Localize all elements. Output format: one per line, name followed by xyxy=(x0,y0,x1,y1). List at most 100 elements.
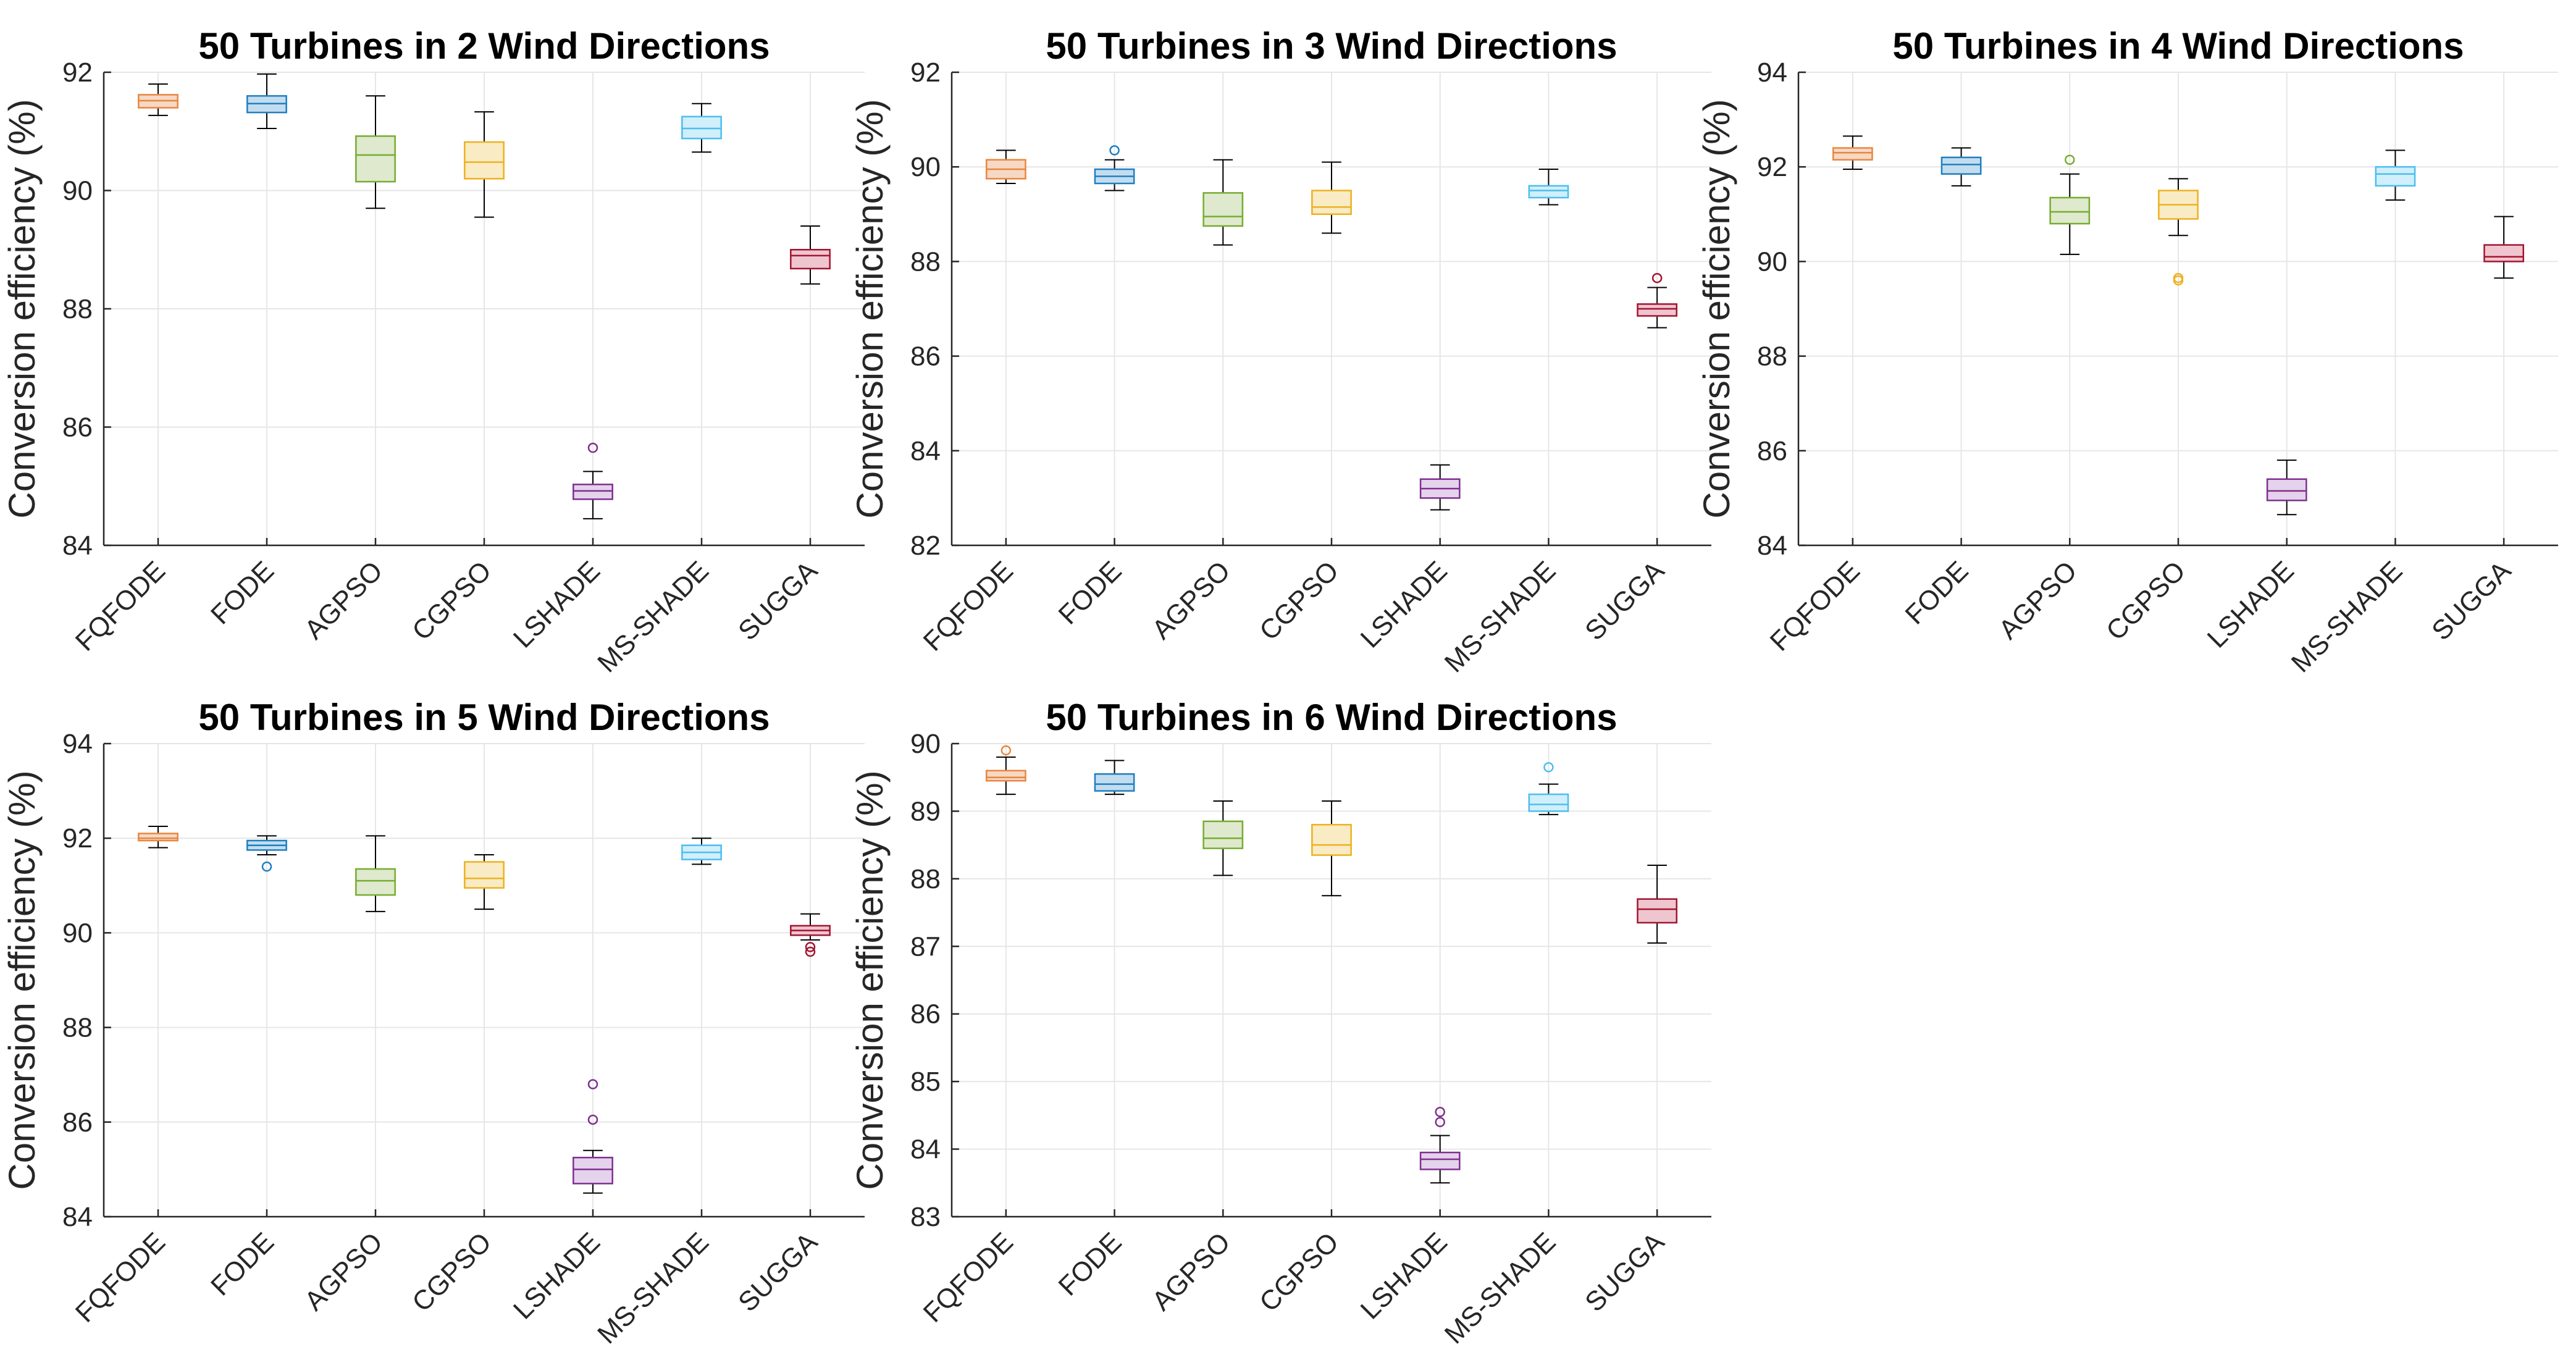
y-axis-label: Conversion efficiency (%) xyxy=(849,99,891,518)
box-iqr xyxy=(1202,192,1244,227)
y-tick-label: 86 xyxy=(62,413,93,443)
y-tick-label: 94 xyxy=(62,729,93,759)
box-iqr xyxy=(1528,185,1569,199)
box-fqfode xyxy=(1832,135,1873,170)
y-tick-label: 92 xyxy=(1757,152,1787,182)
box-fode xyxy=(246,73,287,129)
y-tick-label: 92 xyxy=(62,823,93,854)
box-iqr xyxy=(1094,773,1135,792)
box-iqr xyxy=(1528,793,1569,812)
y-tick-label: 88 xyxy=(910,246,941,277)
outlier-point xyxy=(1001,745,1012,756)
y-axis-label: Conversion efficiency (%) xyxy=(1,99,43,518)
box-fqfode xyxy=(138,83,178,116)
box-fode xyxy=(1940,147,1982,187)
box-sugga xyxy=(790,225,831,285)
box-fode xyxy=(246,835,287,872)
box-iqr xyxy=(464,861,505,889)
y-tick-label: 86 xyxy=(62,1107,93,1138)
box-ms-shade xyxy=(2375,149,2416,201)
box-agpso xyxy=(2049,154,2091,255)
box-iqr xyxy=(1202,820,1244,849)
outlier-point xyxy=(2065,154,2075,165)
box-sugga xyxy=(1637,272,1678,329)
box-iqr xyxy=(2375,166,2416,187)
box-ms-shade xyxy=(681,103,722,153)
gridlines xyxy=(1798,72,2558,546)
y-tick-label: 88 xyxy=(1757,342,1787,372)
y-tick-label: 86 xyxy=(910,999,941,1030)
box-iqr xyxy=(1637,303,1678,317)
outlier-point xyxy=(2173,275,2184,286)
outlier-point xyxy=(1109,145,1120,156)
box-iqr xyxy=(681,115,722,140)
outlier-point xyxy=(1435,1107,1445,1117)
box-iqr xyxy=(1637,898,1678,924)
y-tick-label: 92 xyxy=(910,57,941,88)
chart-title: 50 Turbines in 2 Wind Directions xyxy=(198,25,770,67)
box-ms-shade xyxy=(1528,169,1569,206)
outlier-point xyxy=(587,1114,598,1125)
box-iqr xyxy=(355,135,396,183)
y-tick-label: 84 xyxy=(62,531,93,561)
y-tick-label: 83 xyxy=(910,1202,941,1232)
y-tick-label: 89 xyxy=(910,796,941,826)
y-tick-label: 84 xyxy=(62,1202,93,1232)
box-ms-shade xyxy=(1528,762,1569,815)
box-fqfode xyxy=(985,745,1026,795)
box-iqr xyxy=(2483,244,2525,262)
y-tick-label: 86 xyxy=(1757,436,1787,466)
y-tick-label: 88 xyxy=(910,864,941,894)
gridlines xyxy=(104,72,865,546)
box-sugga xyxy=(790,913,831,957)
box-iqr xyxy=(1940,156,1982,175)
outlier-point xyxy=(587,1079,598,1089)
y-tick-label: 90 xyxy=(1757,246,1787,277)
box-iqr xyxy=(1311,824,1352,856)
box-cgpso xyxy=(1311,161,1352,234)
box-fqfode xyxy=(985,149,1026,185)
y-tick-label: 82 xyxy=(910,531,941,561)
y-tick-label: 87 xyxy=(910,931,941,962)
outlier-point xyxy=(261,861,272,872)
box-iqr xyxy=(2266,478,2307,501)
box-agpso xyxy=(355,835,396,912)
box-iqr xyxy=(790,249,831,270)
chart-title: 50 Turbines in 3 Wind Directions xyxy=(1046,25,1617,67)
box-iqr xyxy=(138,833,178,842)
chart-title: 50 Turbines in 5 Wind Directions xyxy=(198,697,770,738)
y-axis-label: Conversion efficiency (%) xyxy=(849,770,891,1190)
box-cgpso xyxy=(2158,178,2199,286)
y-tick-label: 88 xyxy=(62,1013,93,1043)
outlier-point xyxy=(805,946,816,957)
box-agpso xyxy=(1202,800,1244,876)
box-lshade xyxy=(1419,464,1461,511)
box-lshade xyxy=(2266,459,2307,516)
box-ms-shade xyxy=(681,837,722,865)
y-tick-label: 92 xyxy=(62,57,93,88)
box-cgpso xyxy=(464,111,505,218)
y-tick-label: 90 xyxy=(62,918,93,948)
y-tick-label: 86 xyxy=(910,342,941,372)
y-tick-label: 85 xyxy=(910,1067,941,1097)
box-iqr xyxy=(1832,147,1873,161)
box-lshade xyxy=(1419,1107,1461,1184)
y-tick-label: 84 xyxy=(910,436,941,466)
y-axis-label: Conversion efficiency (%) xyxy=(1696,99,1737,518)
box-fqfode xyxy=(138,826,178,849)
y-tick-label: 94 xyxy=(1757,57,1787,88)
box-iqr xyxy=(464,141,505,180)
box-iqr xyxy=(573,484,613,500)
box-lshade xyxy=(573,442,613,519)
y-tick-label: 90 xyxy=(910,729,941,759)
y-tick-label: 90 xyxy=(910,152,941,182)
box-cgpso xyxy=(1311,800,1352,897)
outlier-point xyxy=(1651,272,1663,283)
chart-title: 50 Turbines in 4 Wind Directions xyxy=(1892,25,2464,67)
box-agpso xyxy=(1202,159,1244,246)
outlier-point xyxy=(1435,1117,1445,1128)
box-iqr xyxy=(355,868,396,896)
box-sugga xyxy=(2483,216,2525,279)
box-cgpso xyxy=(464,854,505,910)
